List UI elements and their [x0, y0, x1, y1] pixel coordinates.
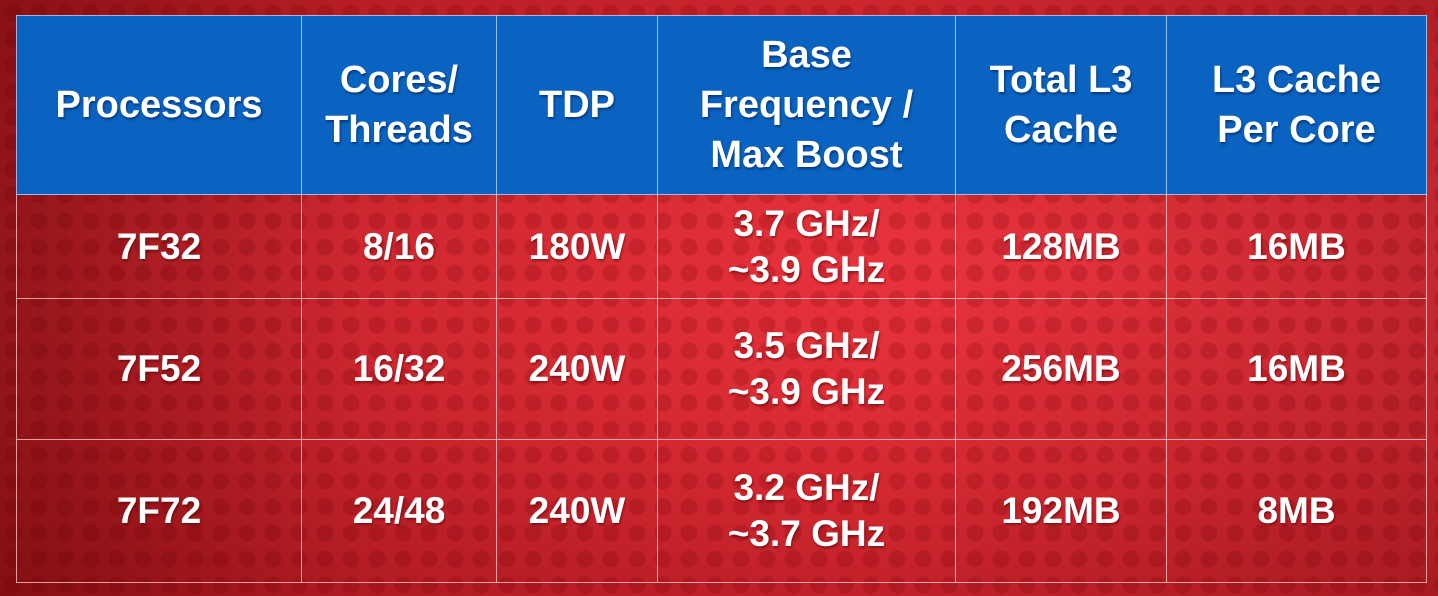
- header-label: Total L3 Cache: [989, 59, 1133, 151]
- cell-value: 8MB: [1257, 490, 1336, 531]
- header-tdp: TDP: [496, 15, 658, 195]
- cell-value: 3.5 GHz/ ~3.9 GHz: [727, 325, 886, 412]
- cell-value: 16/32: [352, 348, 446, 389]
- header-label: Cores/ Threads: [325, 59, 473, 151]
- cell-tdp: 240W: [496, 298, 658, 440]
- cell-cores-threads: 16/32: [301, 298, 497, 440]
- cell-value: 180W: [528, 225, 626, 267]
- cell-value: 7F52: [116, 348, 202, 389]
- cell-cores-threads: 24/48: [301, 439, 497, 583]
- table-body: 7F32 8/16 180W 3.7 GHz/ ~3.9 GHz 128MB 1…: [16, 194, 1427, 583]
- header-label: L3 Cache Per Core: [1212, 59, 1381, 151]
- cell-l3-per-core: 8MB: [1166, 439, 1427, 583]
- cell-processor: 7F72: [16, 439, 302, 583]
- cell-value: 240W: [528, 348, 626, 389]
- header-l3-cache-per-core: L3 Cache Per Core: [1166, 15, 1427, 195]
- header-base-max-frequency: Base Frequency / Max Boost: [657, 15, 956, 195]
- cell-l3-per-core: 16MB: [1166, 194, 1427, 299]
- cell-tdp: 240W: [496, 439, 658, 583]
- cell-processor: 7F52: [16, 298, 302, 440]
- processor-spec-table: Processors Cores/ Threads TDP Base Frequ…: [16, 15, 1427, 583]
- cell-value: 3.7 GHz/ ~3.9 GHz: [727, 202, 886, 290]
- cell-value: 256MB: [1001, 348, 1121, 389]
- header-row: Processors Cores/ Threads TDP Base Frequ…: [16, 15, 1427, 195]
- cell-value: 16MB: [1247, 225, 1346, 267]
- cell-l3-per-core: 16MB: [1166, 298, 1427, 440]
- header-label: Processors: [55, 84, 263, 126]
- cell-value: 240W: [528, 490, 626, 531]
- cell-tdp: 180W: [496, 194, 658, 299]
- header-total-l3-cache: Total L3 Cache: [955, 15, 1167, 195]
- header-label: Base Frequency / Max Boost: [699, 34, 914, 176]
- cell-total-l3: 128MB: [955, 194, 1167, 299]
- cell-value: 16MB: [1247, 348, 1346, 389]
- cell-processor: 7F32: [16, 194, 302, 299]
- cell-value: 7F72: [116, 490, 202, 531]
- cell-value: 3.2 GHz/ ~3.7 GHz: [727, 467, 886, 554]
- cell-frequency: 3.2 GHz/ ~3.7 GHz: [657, 439, 956, 583]
- cell-total-l3: 256MB: [955, 298, 1167, 440]
- cell-value: 7F32: [116, 225, 202, 267]
- header-cores-threads: Cores/ Threads: [301, 15, 497, 195]
- cell-value: 192MB: [1001, 490, 1121, 531]
- cell-value: 24/48: [352, 490, 446, 531]
- cell-total-l3: 192MB: [955, 439, 1167, 583]
- table-row: 7F52 16/32 240W 3.5 GHz/ ~3.9 GHz 256MB …: [16, 298, 1427, 440]
- cell-frequency: 3.7 GHz/ ~3.9 GHz: [657, 194, 956, 299]
- table-row: 7F32 8/16 180W 3.7 GHz/ ~3.9 GHz 128MB 1…: [16, 194, 1427, 299]
- cell-value: 128MB: [1001, 225, 1121, 267]
- cell-value: 8/16: [362, 225, 435, 267]
- cell-frequency: 3.5 GHz/ ~3.9 GHz: [657, 298, 956, 440]
- header-label: TDP: [539, 84, 615, 126]
- table-header: Processors Cores/ Threads TDP Base Frequ…: [16, 15, 1427, 195]
- cell-cores-threads: 8/16: [301, 194, 497, 299]
- table-row: 7F72 24/48 240W 3.2 GHz/ ~3.7 GHz 192MB …: [16, 439, 1427, 583]
- header-processors: Processors: [16, 15, 302, 195]
